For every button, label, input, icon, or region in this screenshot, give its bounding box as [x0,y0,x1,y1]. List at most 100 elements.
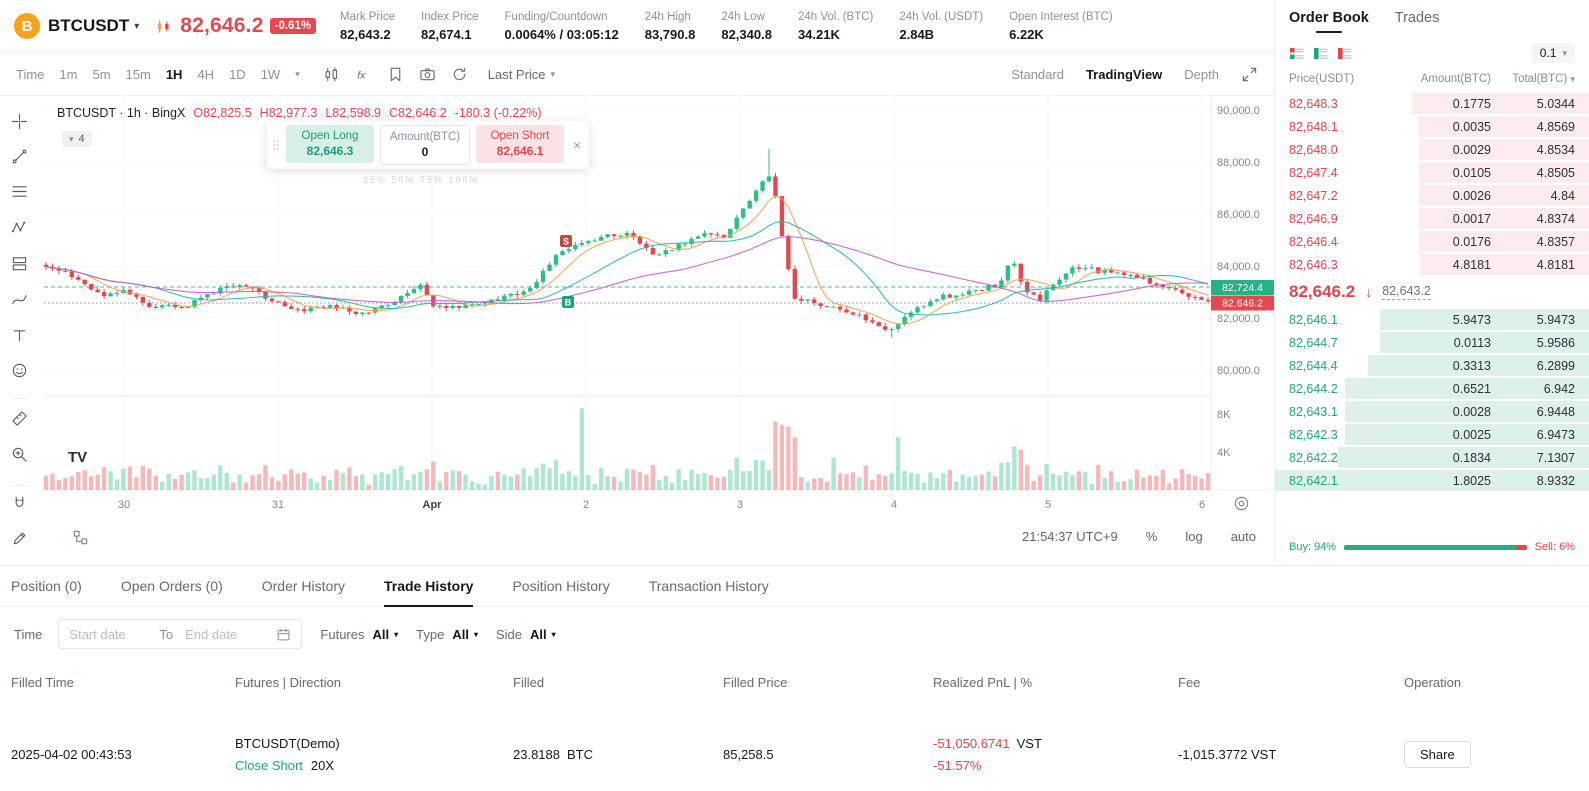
zoom-icon[interactable] [11,446,28,463]
percent-scale-button[interactable]: % [1145,529,1158,544]
tab-position-0[interactable]: Position (0) [11,578,82,594]
orderbook-ask-row[interactable]: 82,646.4 0.0176 4.8357 [1275,230,1589,253]
log-scale-button[interactable]: log [1185,529,1203,544]
orderbook-mode-all-icon[interactable] [1289,47,1304,60]
interval-15m[interactable]: 15m [125,66,151,82]
view-tradingview[interactable]: TradingView [1085,66,1163,82]
type-filter[interactable]: All ▾ [452,626,478,642]
crosshair-icon[interactable] [11,113,28,130]
open-short-price: 82,646.1 [496,144,544,158]
symbol-caret-icon[interactable]: ▾ [134,20,140,32]
fee: -1,015.3772 VST [1178,747,1277,762]
interval-1m[interactable]: 1m [59,66,78,82]
col-total-header[interactable]: Total(BTC) ▾ [1512,73,1575,85]
open-long-button[interactable]: Open Long 82,646.3 [286,125,374,163]
time-label[interactable]: Time [16,66,45,82]
interval-5m[interactable]: 5m [92,66,111,82]
chevron-down-icon: ▾ [1562,47,1567,58]
orderbook-ask-row[interactable]: 82,648.3 0.1775 5.0344 [1275,92,1589,115]
tradingview-logo[interactable]: TV [68,449,88,466]
orderbook-mode-asks-icon[interactable] [1337,47,1352,60]
candlestick-chart[interactable]: 90,000.0 88,000.0 86,000.0 84,000.0 82,000.0… [0,95,1274,565]
orderbook-tab-trades[interactable]: Trades [1394,10,1440,26]
orderbook-bid-row[interactable]: 82,644.7 0.0113 5.9586 [1275,331,1589,354]
side-filter[interactable]: All ▾ [529,626,556,642]
stat-value: 83,790.8 [644,26,696,42]
interval-4H[interactable]: 4H [197,66,215,82]
futures-filter-label: Futures [320,626,365,642]
legend-low: L82,598.9 [325,106,381,120]
brush-icon[interactable] [11,291,28,308]
xabcd-pattern-icon[interactable] [11,219,28,236]
mark-price[interactable]: 82,643.2 [1382,284,1431,300]
close-icon[interactable]: × [573,137,582,153]
object-tree-icon[interactable] [72,529,89,546]
futures-filter[interactable]: All ▾ [372,626,399,642]
orderbook-bid-row[interactable]: 82,642.3 0.0025 6.9473 [1275,423,1589,446]
orderbook-mid: 82,646.2 ↓ 82,643.2 [1275,276,1589,308]
view-depth[interactable]: Depth [1184,66,1219,82]
edit-icon[interactable] [11,530,28,547]
precision-select[interactable]: 0.1 ▾ [1531,43,1575,63]
tab-position-history[interactable]: Position History [512,578,610,594]
interval-more-caret-icon[interactable]: ▾ [295,68,300,79]
tab-open-orders-0[interactable]: Open Orders (0) [120,578,223,594]
interval-1W[interactable]: 1W [260,66,281,82]
orderbook-ask-row[interactable]: 82,646.3 4.8181 4.8181 [1275,253,1589,276]
orderbook-bid-row[interactable]: 82,644.4 0.3313 6.2899 [1275,354,1589,377]
orderbook-ask-row[interactable]: 82,647.4 0.0105 4.8505 [1275,161,1589,184]
emoji-icon[interactable] [11,362,28,379]
save-layout-icon[interactable] [387,66,404,83]
svg-text:8K: 8K [1217,409,1231,421]
indicators-icon[interactable]: fx [355,66,372,83]
orderbook-bid-row[interactable]: 82,644.2 0.6521 6.942 [1275,377,1589,400]
orderbook-ask-row[interactable]: 82,648.1 0.0035 4.8569 [1275,115,1589,138]
orderbook-bid-row[interactable]: 82,642.1 1.8025 8.9332 [1275,469,1589,492]
orderbook-bid-row[interactable]: 82,642.2 0.1834 7.1307 [1275,446,1589,469]
tab-trade-history[interactable]: Trade History [383,566,474,607]
buy-ratio-label: Buy: 94% [1289,541,1337,553]
clock[interactable]: 21:54:37 UTC+9 [1022,529,1118,544]
start-date-input[interactable]: Start date [69,626,126,642]
orderbook-tab-order-book[interactable]: Order Book [1289,0,1369,36]
tab-transaction-history[interactable]: Transaction History [648,578,769,594]
lens-icon[interactable] [1233,495,1250,512]
chart-area[interactable]: 90,000.0 88,000.0 86,000.0 84,000.0 82,000.0… [0,95,1274,565]
interval-1H[interactable]: 1H [165,66,183,82]
magnet-icon[interactable] [11,495,28,512]
rail-divider [11,398,29,399]
price-direction-down-icon: ↓ [1365,284,1373,300]
chart-type-icon[interactable] [323,66,340,83]
date-range-input[interactable]: Start date To End date [58,619,303,649]
end-date-input[interactable]: End date [185,626,238,642]
indicator-collapse-chip[interactable]: ▾ 4 [62,131,92,147]
orderbook-mode-bids-icon[interactable] [1313,47,1328,60]
auto-scale-button[interactable]: auto [1230,529,1256,544]
orderbook-bid-row[interactable]: 82,646.1 5.9473 5.9473 [1275,308,1589,331]
orderbook-ask-row[interactable]: 82,646.9 0.0017 4.8374 [1275,207,1589,230]
measure-icon[interactable] [11,410,28,427]
share-button[interactable]: Share [1404,741,1471,768]
amount-field[interactable]: Amount(BTC) 0 [380,125,470,165]
tab-order-history[interactable]: Order History [261,578,345,594]
view-standard[interactable]: Standard [1011,66,1064,82]
price-source-select[interactable]: Last Price ▾ [488,67,555,82]
history-filters: Time Start date To End date Futures All ▾… [0,607,1589,661]
legend-close: C82,646.2 [388,106,447,120]
orderbook-ask-row[interactable]: 82,647.2 0.0026 4.84 [1275,184,1589,207]
svg-text:82,000.0: 82,000.0 [1217,313,1260,325]
symbol-name[interactable]: BTCUSDT [48,16,130,35]
orderbook-bid-row[interactable]: 82,643.1 0.0028 6.9448 [1275,400,1589,423]
calendar-icon[interactable] [276,627,291,642]
refresh-icon[interactable] [451,66,468,83]
text-icon[interactable] [11,327,28,344]
fullscreen-icon[interactable] [1241,66,1258,83]
orderbook-ask-row[interactable]: 82,648.0 0.0029 4.8534 [1275,138,1589,161]
open-short-button[interactable]: Open Short 82,646.1 [476,125,564,163]
long-short-position-icon[interactable] [11,255,28,272]
trendline-icon[interactable] [11,148,28,165]
interval-1D[interactable]: 1D [229,66,246,82]
camera-icon[interactable] [419,66,436,83]
drag-handle-icon[interactable] [272,125,280,165]
fib-retracement-icon[interactable] [11,183,28,200]
